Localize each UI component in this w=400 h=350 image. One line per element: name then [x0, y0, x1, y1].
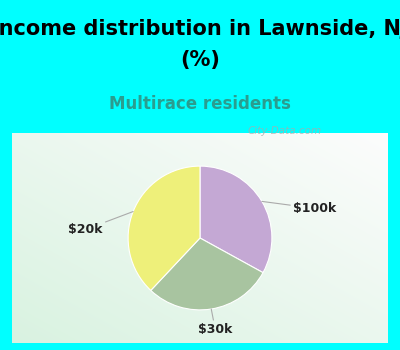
Text: $20k: $20k: [68, 211, 133, 236]
Wedge shape: [128, 166, 200, 290]
Text: Multirace residents: Multirace residents: [109, 95, 291, 113]
Wedge shape: [200, 166, 272, 273]
Text: Income distribution in Lawnside, NJ: Income distribution in Lawnside, NJ: [0, 19, 400, 39]
Text: (%): (%): [180, 50, 220, 70]
Wedge shape: [151, 238, 263, 310]
Text: $100k: $100k: [262, 201, 336, 215]
Text: $30k: $30k: [198, 309, 232, 336]
Text: City-Data.com: City-Data.com: [248, 126, 322, 136]
